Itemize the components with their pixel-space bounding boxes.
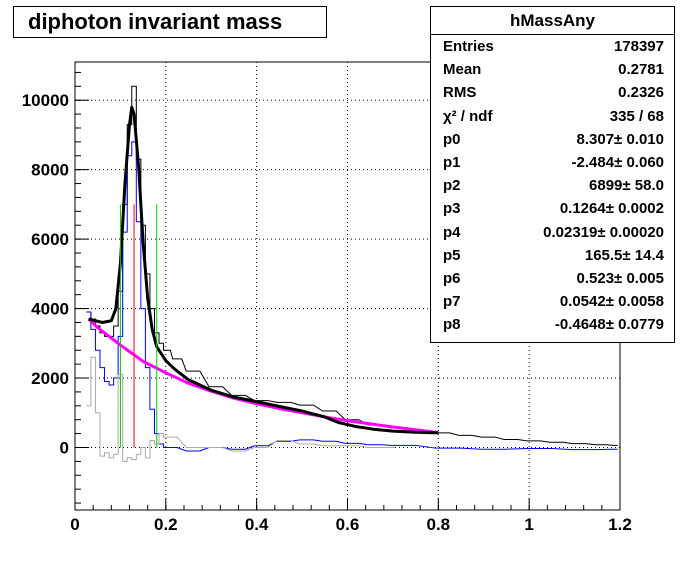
stats-row: p3 0.1264± 0.0002: [431, 197, 674, 220]
x-tick-label: 0.6: [336, 515, 360, 534]
stats-box: hMassAny Entries 178397 Mean 0.2781 RMS 0.232…: [430, 6, 675, 343]
stats-value: 0.2781: [618, 61, 664, 79]
stats-row: Entries 178397: [431, 35, 674, 58]
x-tick-label: 0.4: [245, 515, 269, 534]
stats-row: p1 -2.484± 0.060: [431, 151, 674, 174]
stats-value: 0.2326: [618, 84, 664, 102]
y-tick-label: 2000: [31, 369, 69, 388]
series-0-histogram: [86, 85, 618, 446]
stats-rows: Entries 178397 Mean 0.2781 RMS 0.2326 χ² / ndf…: [431, 35, 674, 336]
stats-row: p8 -0.4648± 0.0779: [431, 313, 674, 336]
y-tick-label: 8000: [31, 161, 69, 180]
stats-key: p3: [443, 200, 461, 218]
x-tick-label: 1: [524, 515, 533, 534]
stats-value: 0.0542± 0.0058: [559, 293, 664, 311]
series-4-curve: [88, 105, 439, 435]
stats-value: 0.523± 0.005: [576, 269, 664, 287]
stats-key: Entries: [443, 38, 494, 55]
axes: 0 0.2 0.4 0.6 0.8 1 1.2 0 2000 4000 6000 8000 10000: [22, 71, 632, 534]
y-tick-label: 4000: [31, 300, 69, 319]
stats-value: -0.4648± 0.0779: [554, 316, 664, 334]
stats-key: χ² / ndf: [443, 107, 493, 125]
stats-row: p4 0.02319± 0.00020: [431, 221, 674, 244]
x-tick-label: 0.8: [427, 515, 451, 534]
stats-row: p5 165.5± 14.4: [431, 244, 674, 267]
stats-value: -2.484± 0.060: [571, 153, 664, 171]
stats-name: hMassAny: [431, 7, 674, 35]
stats-value: 178397: [613, 38, 664, 55]
stats-key: p2: [443, 177, 461, 195]
series-layer: [86, 85, 618, 462]
stats-value: 8.307± 0.010: [576, 130, 664, 148]
x-tick-label: 0: [70, 515, 79, 534]
stats-key: p1: [443, 153, 461, 171]
series-3-curve: [87, 317, 439, 435]
chart-title: diphoton invariant mass: [13, 6, 327, 38]
stats-row: χ² / ndf 335 / 68: [431, 105, 674, 128]
stats-value: 0.02319± 0.00020: [543, 223, 664, 241]
series-2-histogram: [86, 356, 396, 462]
x-tick-label: 0.2: [154, 515, 178, 534]
stats-key: RMS: [443, 84, 477, 102]
stats-row: p7 0.0542± 0.0058: [431, 290, 674, 313]
series-1-histogram: [86, 141, 618, 452]
stats-row: Mean 0.2781: [431, 58, 674, 81]
stats-value: 0.1264± 0.0002: [559, 200, 664, 218]
stats-key: p6: [443, 269, 461, 287]
stats-value: 165.5± 14.4: [584, 246, 664, 264]
stats-row: p6 0.523± 0.005: [431, 267, 674, 290]
stats-row: RMS 0.2326: [431, 81, 674, 104]
y-tick-label: 6000: [31, 230, 69, 249]
y-tick-label: 0: [60, 438, 69, 457]
stats-row: p2 6899± 58.0: [431, 174, 674, 197]
stats-key: p0: [443, 130, 461, 148]
stats-row: p0 8.307± 0.010: [431, 128, 674, 151]
y-tick-label: 10000: [22, 91, 69, 110]
stats-key: p4: [443, 223, 461, 241]
stats-key: p7: [443, 293, 461, 311]
stats-key: p8: [443, 316, 461, 334]
stats-value: 6899± 58.0: [589, 177, 664, 195]
stats-key: p5: [443, 246, 461, 264]
x-tick-label: 1.2: [608, 515, 632, 534]
stats-value: 335 / 68: [609, 107, 664, 125]
stats-key: Mean: [443, 61, 482, 79]
